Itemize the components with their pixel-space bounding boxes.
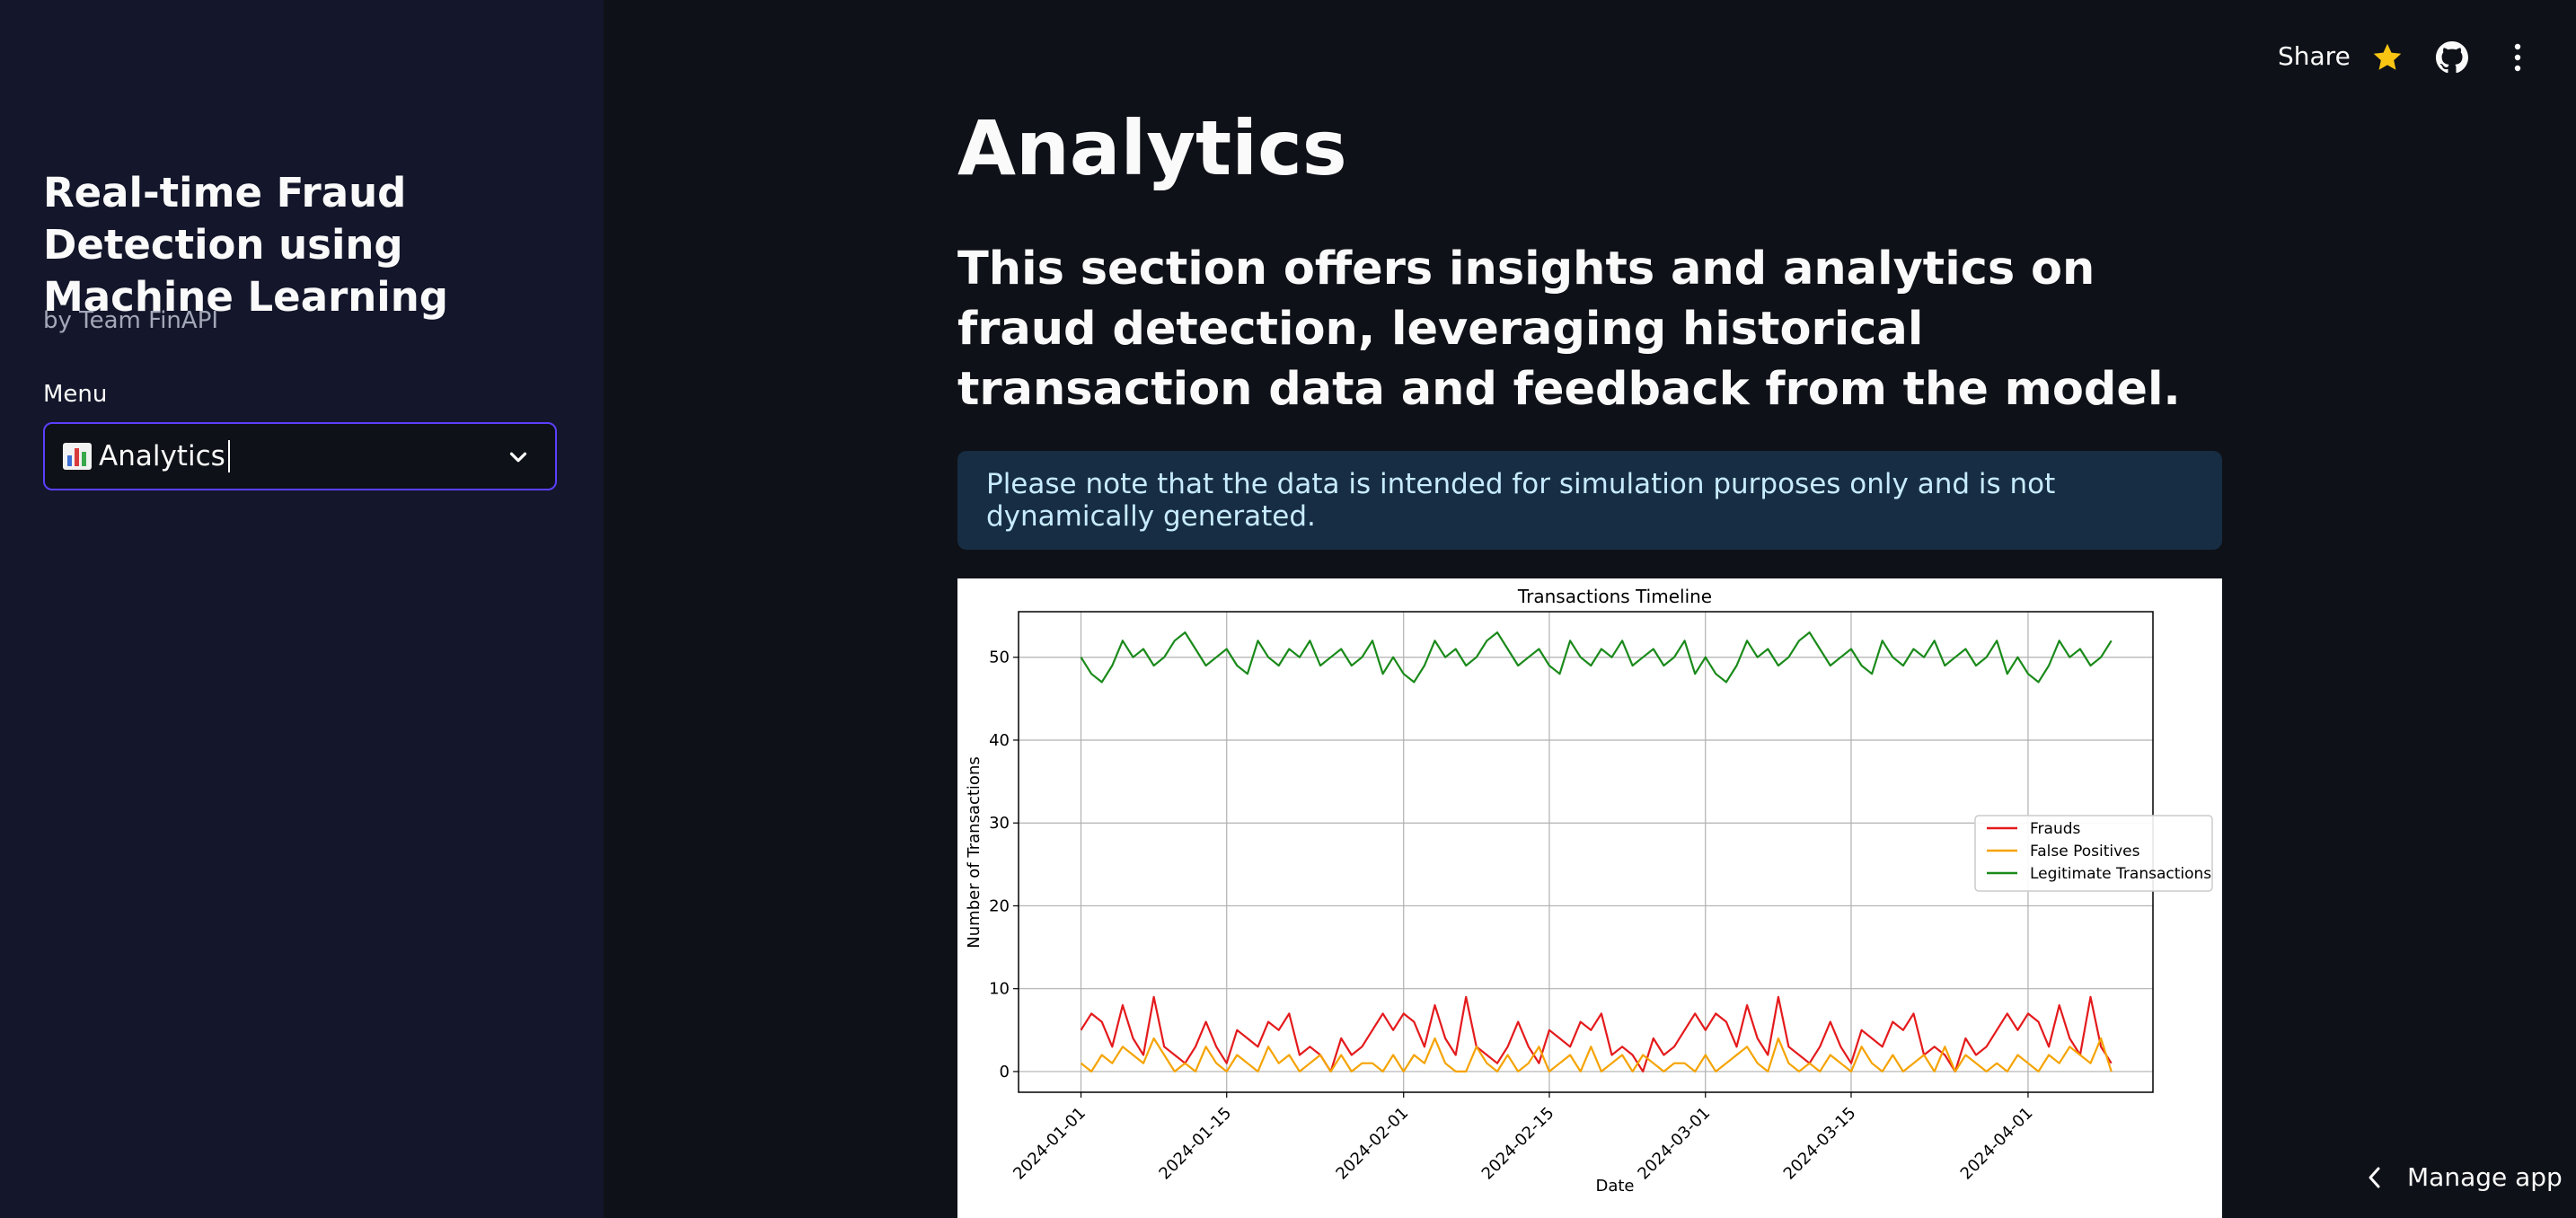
sidebar: Real-time Fraud Detection using Machine …: [0, 0, 604, 1218]
chevron-down-icon[interactable]: [505, 444, 532, 471]
chart-svg: 0 10 20 30 40 50 2024-01-01 2024-01-15 2024-02-0…: [965, 586, 2213, 1196]
legend: Frauds False Positives Legitimate Transact…: [1974, 815, 2213, 892]
y-tick-label: 50: [989, 649, 1010, 667]
y-tick-label: 0: [1000, 1063, 1010, 1081]
legend-label: Frauds: [2030, 820, 2081, 838]
manage-app-label: Manage app: [2407, 1162, 2563, 1192]
x-tick-label: 2024-01-15: [1155, 1104, 1235, 1184]
y-tick-label: 20: [989, 896, 1010, 915]
bar-chart-icon: [63, 443, 92, 470]
y-tick-label: 40: [989, 731, 1010, 750]
series-line-frauds: [1080, 995, 2113, 1073]
series-line-false-positives: [1080, 1037, 2113, 1073]
section-subtitle: This section offers insights and analyti…: [957, 243, 2181, 416]
menu-select[interactable]: Analytics: [43, 422, 557, 490]
chevron-left-icon: [2369, 1167, 2380, 1187]
page-title: Analytics: [957, 104, 1347, 192]
menu-selected-value: Analytics: [99, 440, 225, 472]
x-tick-label: 2024-04-01: [1957, 1104, 2037, 1184]
y-axis-label: Number of Transactions: [965, 756, 984, 948]
x-tick-label: 2024-02-01: [1332, 1104, 1412, 1184]
x-tick-label: 2024-02-15: [1478, 1104, 1558, 1184]
y-tick-label: 30: [989, 814, 1010, 833]
info-alert: Please note that the data is intended fo…: [957, 451, 2222, 550]
x-tick-label: 2024-03-01: [1634, 1104, 1714, 1184]
text-cursor: [227, 440, 230, 472]
y-tick-label: 10: [989, 980, 1010, 999]
legend-label: Legitimate Transactions: [2030, 865, 2211, 883]
series-line-legitimate-transactions: [1080, 631, 2113, 684]
github-icon[interactable]: [2436, 41, 2468, 74]
x-tick-label: 2024-03-15: [1780, 1104, 1860, 1184]
menu-label: Menu: [43, 381, 108, 408]
legend-label: False Positives: [2030, 843, 2140, 861]
more-vertical-icon[interactable]: [2506, 41, 2529, 74]
share-button[interactable]: Share: [2278, 41, 2351, 71]
x-tick-label: 2024-01-01: [1010, 1104, 1090, 1184]
x-axis-label: Date: [1595, 1177, 1634, 1196]
transactions-chart: 0 10 20 30 40 50 2024-01-01 2024-01-15 2024-02-0…: [957, 578, 2222, 1218]
chart-title: Transactions Timeline: [1517, 586, 1712, 607]
info-alert-text: Please note that the data is intended fo…: [986, 468, 2056, 533]
star-icon[interactable]: [2371, 41, 2404, 74]
manage-app-button[interactable]: Manage app: [2366, 1162, 2563, 1192]
app-title: Real-time Fraud Detection using Machine …: [43, 169, 448, 321]
byline: by Team FinAPI: [43, 307, 219, 334]
